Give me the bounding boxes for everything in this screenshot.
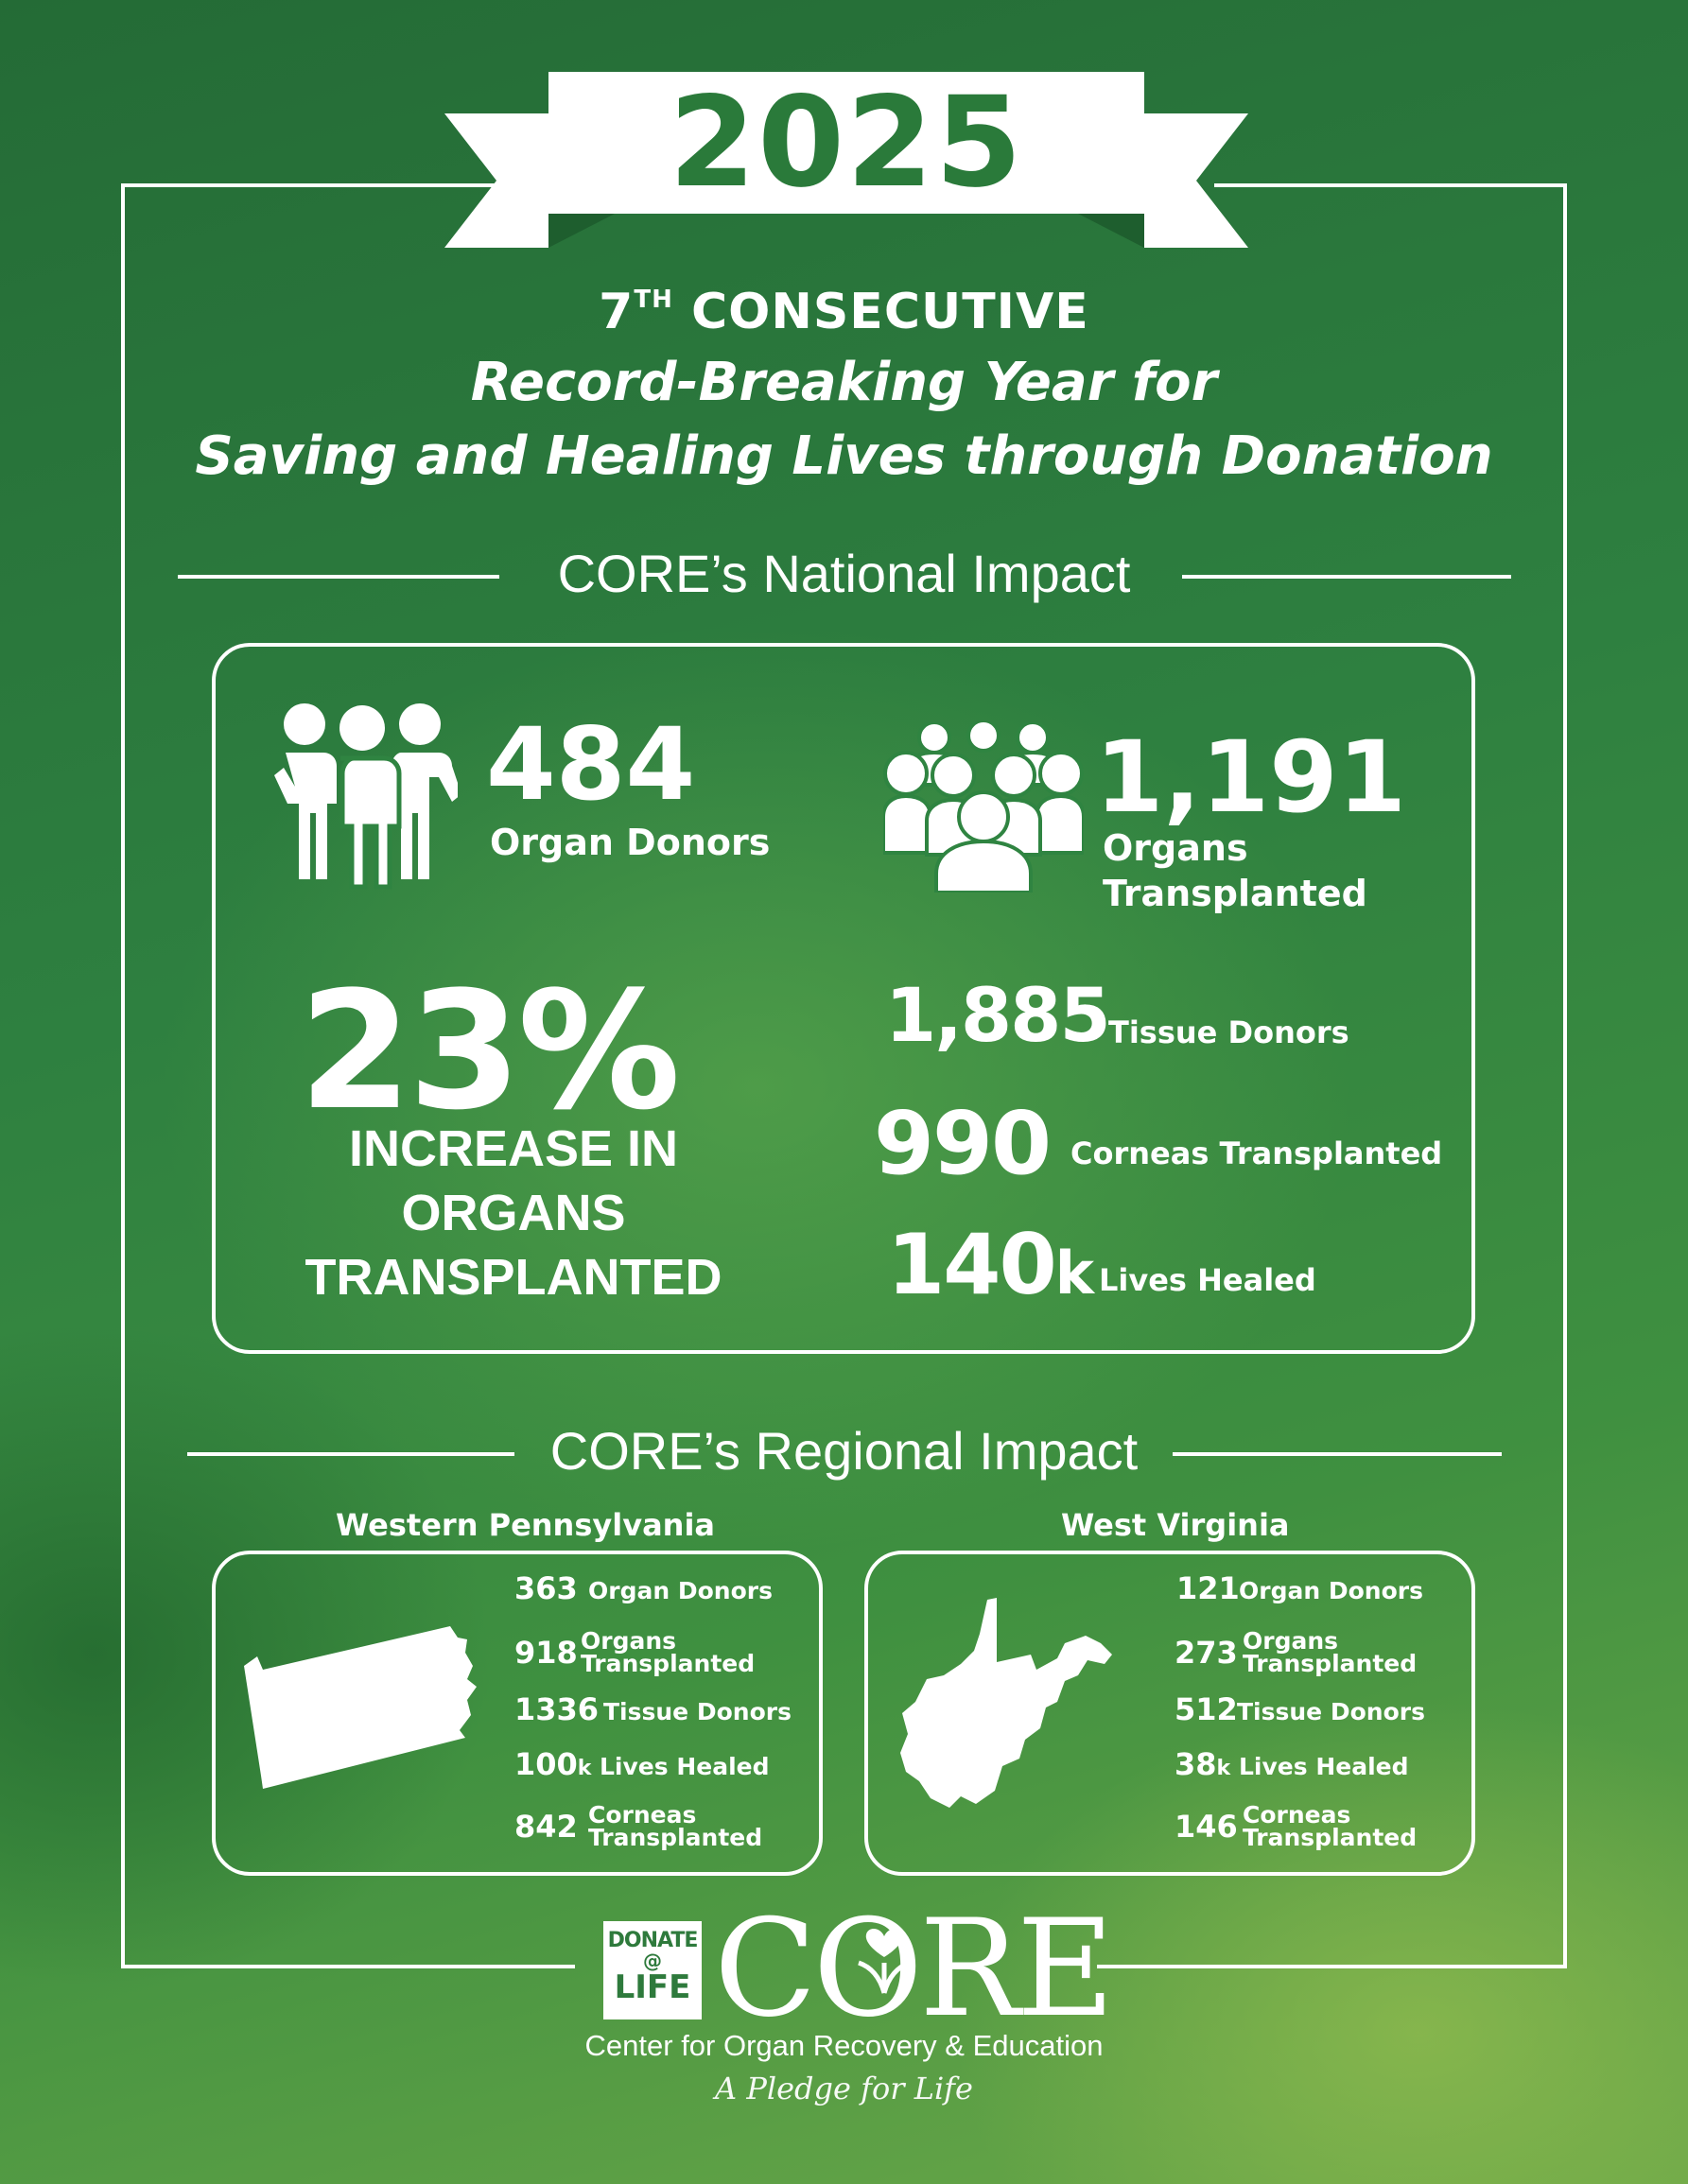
frame-left [121,183,125,1968]
donate-life-logo: DONATE @ LIFE [603,1921,702,2019]
region-wv-panel: 121 Organ Donors 273 Organs Transplanted… [864,1551,1475,1876]
regional-heading: CORE’s Regional Impact [549,1421,1139,1481]
national-corneas-value: 990 [874,1093,1052,1194]
core-wordmark: CORE [714,1891,1115,2047]
pa-organs-transplanted-label-2: Transplanted [581,1650,756,1677]
donate-life-swirl-icon: @ [643,1950,662,1972]
national-increase-line3: TRANSPLANTED [305,1249,722,1306]
national-organs-transplanted-value: 1,191 [1095,719,1406,835]
pa-organ-donors-value: 363 [514,1570,578,1606]
region-pa-panel: 363 Organ Donors 918 Organs Transplanted… [212,1551,823,1876]
heart-leaf-icon [858,1928,911,1994]
frame-bottom-right [1097,1965,1567,1968]
pa-organ-donors-label: Organ Donors [588,1577,773,1604]
core-full-name: Center for Organ Recovery & Education [584,2029,1104,2062]
headline-ordinal-suffix: TH [634,286,673,314]
national-heading: CORE’s National Impact [557,544,1131,603]
people-group-icon [274,703,458,890]
national-panel: 484 Organ Donors 1,191 Organs Transplant… [212,643,1475,1354]
frame-bottom-left [121,1965,575,1968]
year-label: 2025 [669,70,1024,216]
national-increase-line1: INCREASE IN [348,1120,679,1177]
headline-consecutive: 7TH CONSECUTIVE [0,284,1688,340]
national-lives-healed-number: 140 [887,1216,1057,1313]
national-increase-line2: ORGANS [401,1185,626,1241]
donate-life-line1: DONATE [607,1929,699,1952]
wv-organs-transplanted-label-1: Organs [1243,1627,1339,1655]
national-organ-donors-label: Organ Donors [490,822,771,863]
pa-lives-healed-value: 100k [514,1749,591,1779]
pa-organs-transplanted-value: 918 [514,1635,578,1671]
frame-top-right [1214,183,1567,187]
regional-rule-left [187,1452,514,1456]
ribbon-center: 2025 [548,72,1144,214]
national-increase-value: 23% [299,956,681,1146]
wv-lives-healed-number: 38 [1175,1746,1217,1782]
national-lives-healed-value: 140k [887,1223,1094,1308]
national-lives-healed-suffix: k [1054,1239,1094,1308]
national-lives-healed-label: Lives Healed [1099,1262,1316,1298]
national-organs-transplanted-label-1: Organs [1103,827,1248,869]
pennsylvania-map-icon [244,1626,477,1789]
pa-lives-healed-label: Lives Healed [600,1753,770,1780]
pa-corneas-value: 842 [514,1809,578,1845]
national-tissue-donors-value: 1,885 [885,974,1111,1059]
region-pa-title: Western Pennsylvania [336,1507,715,1543]
headline-consecutive-word: CONSECUTIVE [690,284,1089,340]
west-virginia-map-icon [900,1598,1112,1808]
national-organ-donors-value: 484 [486,706,696,823]
national-corneas-label: Corneas Transplanted [1070,1135,1443,1171]
pa-lives-healed-suffix: k [577,1757,592,1780]
wv-tissue-donors-value: 512 [1175,1691,1238,1727]
wv-corneas-label-2: Transplanted [1243,1824,1418,1851]
national-rule-left [178,575,499,579]
year-ribbon: 2025 [444,66,1248,265]
pa-corneas-label-1: Corneas [588,1801,697,1829]
donate-life-line2: LIFE [614,1968,691,2006]
wv-organs-transplanted-value: 273 [1175,1635,1238,1671]
pa-organs-transplanted-label-1: Organs [581,1627,677,1655]
wv-organ-donors-value: 121 [1176,1570,1240,1606]
pa-tissue-donors-label: Tissue Donors [603,1698,792,1725]
ribbon-shape [444,113,1248,248]
frame-top-left [121,183,509,187]
crowd-icon [883,722,1084,893]
pa-tissue-donors-value: 1336 [514,1691,600,1727]
headline-ordinal: 7 [599,284,635,340]
wv-lives-healed-value: 38k [1175,1749,1230,1779]
national-organs-transplanted-label-2: Transplanted [1103,873,1367,914]
national-rule-right [1182,575,1511,579]
region-wv-title: West Virginia [1061,1507,1290,1543]
pa-corneas-label-2: Transplanted [588,1824,763,1851]
wv-lives-healed-label: Lives Healed [1239,1753,1409,1780]
wv-corneas-value: 146 [1175,1809,1238,1845]
national-tissue-donors-label: Tissue Donors [1108,1014,1349,1050]
frame-right [1563,183,1567,1968]
core-tagline: A Pledge for Life [715,2071,973,2106]
wv-tissue-donors-label: Tissue Donors [1237,1698,1425,1725]
wv-lives-healed-suffix: k [1216,1757,1231,1780]
headline-line3: Saving and Healing Lives through Donatio… [195,425,1493,487]
wv-organs-transplanted-label-2: Transplanted [1243,1650,1418,1677]
pa-lives-healed-number: 100 [514,1746,578,1782]
regional-rule-right [1173,1452,1502,1456]
headline-line2: Record-Breaking Year for [470,352,1218,413]
wv-corneas-label-1: Corneas [1243,1801,1351,1829]
wv-organ-donors-label: Organ Donors [1239,1577,1423,1604]
